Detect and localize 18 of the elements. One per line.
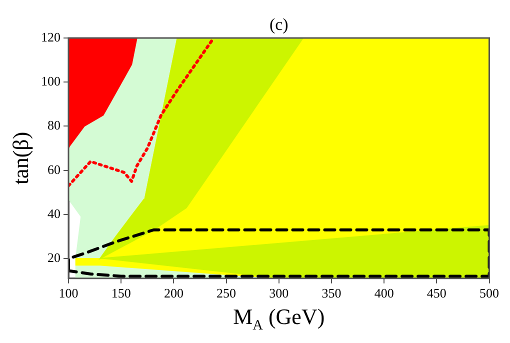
y-tick-label: 60 [48,162,60,177]
y-tick-label: 20 [48,250,60,265]
line-series [68,38,216,188]
y-tick-label: 120 [41,29,60,44]
y-tick-label: 80 [48,118,60,133]
x-tick-label: 400 [374,286,394,301]
x-tick-label: 100 [58,286,78,301]
x-tick-label: 200 [164,286,184,301]
chart-title: (c) [269,15,288,34]
x-tick-label: 300 [269,286,289,301]
x-tick-label: 250 [216,286,236,301]
x-tick-label: 350 [322,286,342,301]
x-tick-label: 150 [111,286,131,301]
y-tick-label: 40 [48,206,60,221]
x-tick-label: 450 [426,286,446,301]
y-tick-label: 100 [41,74,60,89]
x-tick-label: 500 [480,286,499,301]
y-axis-title: tan(β) [8,132,33,185]
